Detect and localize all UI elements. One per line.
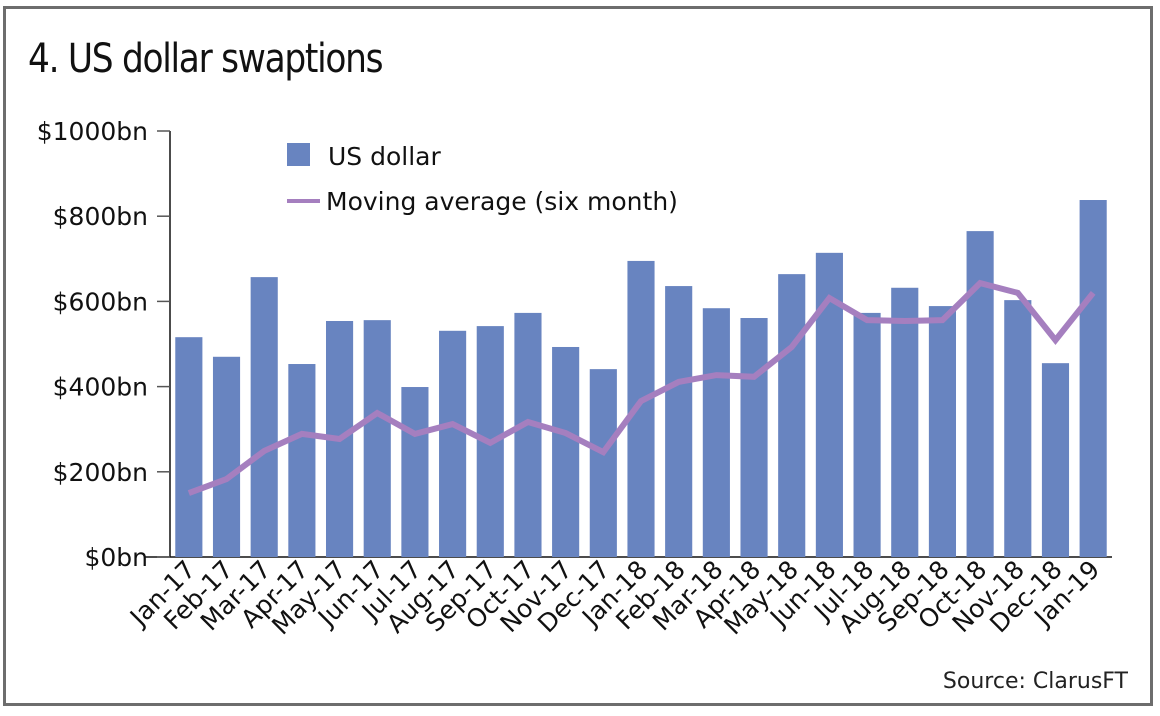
bar (740, 318, 768, 557)
bar (853, 312, 881, 557)
bar (1079, 200, 1107, 557)
legend: US dollar Moving average (six month) (287, 142, 678, 216)
bar (702, 308, 730, 557)
bar (665, 286, 693, 557)
line-series (187, 279, 1096, 496)
y-tick-label: $600bn (53, 287, 148, 316)
bar (1041, 363, 1070, 557)
y-tick-label: $200bn (53, 458, 148, 487)
axes: $0bn $200bn $400bn $600bn $800bn $1000bn (37, 117, 1112, 572)
bar (401, 387, 429, 557)
bar (175, 337, 203, 557)
legend-label-moving-average: Moving average (six month) (326, 187, 678, 216)
chart-title: 4. US dollar swaptions (28, 36, 384, 82)
bar (778, 274, 806, 557)
bar (439, 330, 467, 557)
y-tick-label: $800bn (53, 202, 148, 231)
bar (514, 312, 542, 557)
bar (928, 306, 957, 557)
y-tick-label: $0bn (84, 543, 148, 572)
y-tick-label: $400bn (53, 373, 148, 402)
y-tick-label: $1000bn (37, 117, 148, 146)
bar (589, 369, 617, 557)
legend-label-us-dollar: US dollar (328, 142, 441, 171)
legend-swatch-us-dollar (287, 143, 310, 166)
source-note: Source: ClarusFT (942, 669, 1128, 694)
bar (288, 364, 316, 557)
bar (250, 277, 278, 557)
bar (1004, 300, 1032, 557)
x-tick-labels: Jan-17Feb-17Mar-17Apr-17May-17Jun-17Jul-… (123, 555, 1105, 641)
bar (891, 287, 919, 557)
bar (212, 356, 241, 557)
bar-series (175, 200, 1107, 558)
bar (363, 320, 391, 557)
bar (552, 346, 580, 557)
